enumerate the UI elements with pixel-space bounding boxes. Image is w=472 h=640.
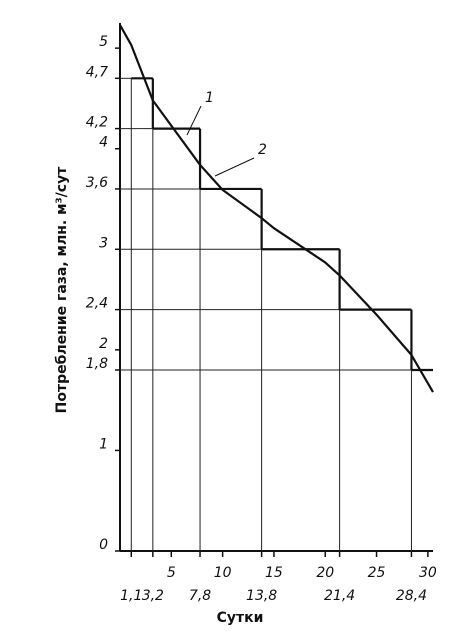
x-tick-label: 10	[214, 565, 232, 581]
x-tick-label: 21,4	[324, 588, 355, 604]
y-tick-label: 2,4	[86, 296, 108, 312]
x-tick-label: 20	[316, 565, 334, 581]
callout-leader	[214, 157, 255, 177]
x-tick-label: 25	[368, 565, 386, 581]
x-tick-label: 7,8	[189, 588, 211, 604]
x-tick-label: 30	[419, 565, 437, 581]
y-tick-label: 4,2	[86, 115, 108, 131]
y-tick-label: 4,7	[86, 64, 108, 80]
series-label: 2	[258, 142, 267, 158]
y-tick-label: 4	[99, 135, 108, 151]
series-label: 1	[205, 90, 214, 106]
x-tick-label: 13,8	[246, 588, 277, 604]
x-tick-label: 1,1	[120, 588, 142, 604]
curve-line	[119, 24, 434, 393]
x-tick-label: 5	[167, 565, 176, 581]
y-tick-label: 5	[99, 34, 108, 50]
x-axis-title: Сутки	[217, 610, 264, 626]
x-tick-label: 15	[265, 565, 283, 581]
x-tick-label: 3,2	[142, 588, 164, 604]
y-tick-label: 1,8	[86, 356, 108, 372]
y-tick-label: 0	[99, 537, 108, 553]
y-tick-label: 2	[99, 336, 108, 352]
y-tick-label: 3	[99, 235, 108, 251]
y-tick-label: 3,6	[86, 175, 108, 191]
x-tick-label: 28,4	[396, 588, 427, 604]
callout-leader	[186, 105, 202, 136]
y-tick-label: 1	[99, 436, 108, 452]
y-axis-title: Потребление газа, млн. м³/сут	[54, 166, 70, 414]
